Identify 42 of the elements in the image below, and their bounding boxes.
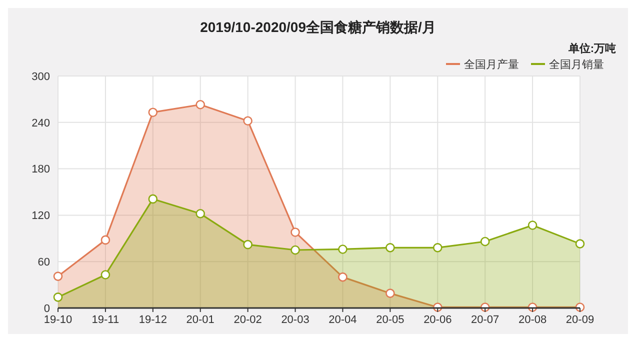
point [575,239,585,248]
x-tick-label: 20-05 [376,314,404,326]
x-tick-label: 20-08 [518,314,547,326]
y-tick-label: 240 [32,117,50,130]
x-tick-label: 19-10 [44,314,72,326]
text: 单位:万吨 [567,42,616,55]
point [53,272,63,281]
point [148,108,158,117]
point [528,220,538,230]
point [53,292,63,302]
x-tick-label: 20-02 [234,314,262,326]
point [386,288,395,298]
legend-label: 全国月销量 [549,59,604,71]
point [100,270,110,280]
point [196,100,206,110]
point [290,228,300,237]
point [148,194,158,204]
point [480,236,490,246]
point [100,235,110,245]
point [432,243,442,252]
y-tick-label: 300 [32,70,50,83]
x-tick-label: 19-12 [138,314,167,326]
x-tick-label: 20-04 [328,314,357,326]
point [338,244,348,254]
point [290,245,300,255]
y-tick-label: 0 [44,302,50,315]
chart-title: 2019/10-2020/09全国食糖产销数据/月 [200,19,436,35]
point [386,243,395,252]
y-tick-label: 120 [32,210,50,222]
legend-label: 全国月产量 [464,58,519,71]
x-tick-label: 20-01 [186,314,214,326]
point [196,209,206,218]
y-tick-label: 180 [32,164,50,176]
x-tick-label: 20-09 [566,314,594,326]
x-tick-label: 20-03 [281,314,310,326]
x-tick-label: 20-07 [471,314,500,326]
point [243,116,252,126]
point [243,240,252,250]
point [338,272,348,282]
y-tick-label: 60 [38,256,50,268]
x-tick-label: 20-06 [424,314,452,326]
x-tick-label: 19-11 [92,314,120,326]
